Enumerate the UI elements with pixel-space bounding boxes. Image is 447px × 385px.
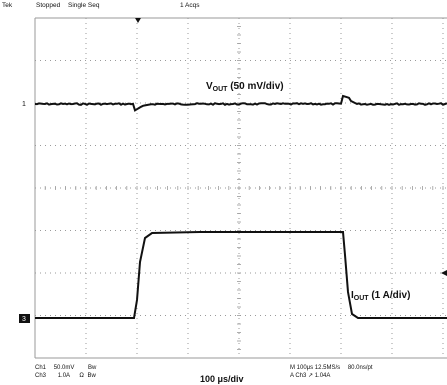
horizontal-scale: M 100μs 12.5MS/s xyxy=(290,365,341,371)
iout-trace xyxy=(35,231,447,319)
iout-label-main: I xyxy=(351,290,354,301)
ch3-bw: Bw xyxy=(87,373,96,379)
horizontal-resolution: 80.0ns/pt xyxy=(347,365,373,371)
acquisition-mode: Single Seq xyxy=(68,2,100,9)
vout-label: VOUT (50 mV/div) xyxy=(206,81,284,93)
ch1-name: Ch1 xyxy=(35,365,47,371)
ch3-scale: 1.0A xyxy=(57,373,70,379)
iout-label: IOUT (1 A/div) xyxy=(351,290,410,302)
status-bar: Tek Stopped Single Seq 1 Acqs xyxy=(0,0,447,14)
ch3-ohm: Ω xyxy=(79,373,84,379)
ch3-readout: Ch3 1.0A Ω Bw xyxy=(35,372,96,380)
ch1-readout: Ch1 50.0mV Bw xyxy=(35,364,96,372)
ch1-ground-marker: 1 xyxy=(22,101,26,108)
acquisition-count: 1 Acqs xyxy=(180,2,200,9)
vout-trace xyxy=(34,94,447,112)
vout-label-sub: OUT xyxy=(212,86,228,93)
acquisition-state: Stopped xyxy=(36,2,61,9)
ch3-ground-marker: 3 xyxy=(22,316,26,323)
iout-label-scale: (1 A/div) xyxy=(368,290,411,301)
vout-label-main: V xyxy=(206,81,213,92)
ch1-scale: 50.0mV xyxy=(53,365,75,371)
graticule xyxy=(34,17,447,359)
ch1-bw: Bw xyxy=(88,365,97,371)
horizontal-readout: M 100μs 12.5MS/s 80.0ns/pt xyxy=(290,364,373,372)
trigger-level-marker xyxy=(441,270,447,276)
timebase-label: 100 μs/div xyxy=(200,374,244,384)
iout-label-sub: OUT xyxy=(353,295,369,302)
ch3-ground-marker-box xyxy=(19,314,30,323)
trigger-position-marker xyxy=(135,18,141,23)
trigger-readout: A Ch3 ↗ 1.04A xyxy=(290,373,331,379)
ch3-name: Ch3 xyxy=(35,373,47,379)
brand-text: Tek xyxy=(2,2,13,9)
vout-label-scale: (50 mV/div) xyxy=(227,81,284,92)
